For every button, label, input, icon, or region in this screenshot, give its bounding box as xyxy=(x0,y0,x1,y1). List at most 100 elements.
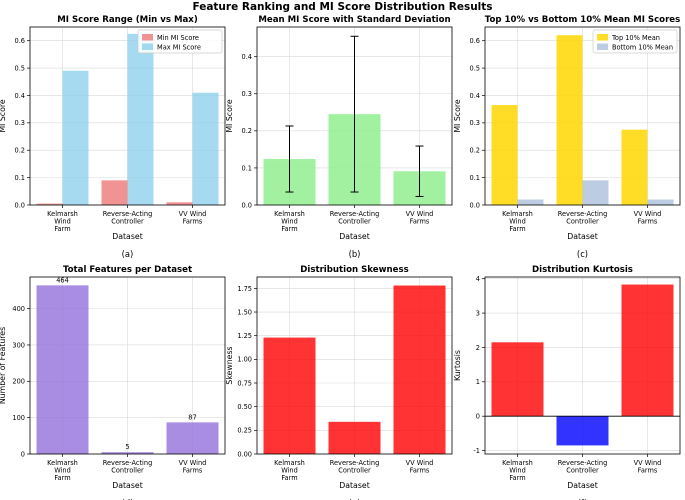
x-tick-label: Kelmarsh Wind Farm xyxy=(502,210,533,233)
legend-swatch xyxy=(142,34,153,41)
x-tick-label: Reverse-Acting Controller xyxy=(330,210,380,226)
chart-panel-b: Mean MI Score with Standard Deviation 0.0… xyxy=(225,15,453,259)
y-axis-label: Skewness xyxy=(225,346,234,384)
chart-title: MI Score Range (Min vs Max) xyxy=(57,15,198,25)
x-axis-label: Dataset xyxy=(339,232,370,241)
x-tick-label: Kelmarsh Wind Farm xyxy=(502,459,533,482)
legend-box xyxy=(592,29,678,54)
panel-label: (d) xyxy=(122,498,134,500)
legend-swatch xyxy=(597,43,608,50)
y-tick-label: 0.4 xyxy=(242,53,253,61)
bar-c-1-1 xyxy=(582,180,609,205)
panel-label: (b) xyxy=(349,249,361,259)
y-tick-label: 0 xyxy=(21,450,25,458)
y-tick-label: 200 xyxy=(12,378,25,386)
bar-c-0-0 xyxy=(491,105,518,205)
bar-c-1-2 xyxy=(647,199,674,205)
bar-e-0-2 xyxy=(393,285,446,454)
y-axis-label: MI Score xyxy=(225,99,234,133)
legend: Min MI Score Max MI Score xyxy=(137,29,223,54)
y-tick-label: 0.4 xyxy=(15,92,26,100)
y-tick-label: 0.2 xyxy=(470,147,481,155)
bar-d-0-0 xyxy=(36,285,89,454)
y-tick-label: 300 xyxy=(12,341,25,349)
y-tick-label: 0.5 xyxy=(470,64,481,72)
bar-a-0-1 xyxy=(101,180,128,205)
y-tick-label: 0.75 xyxy=(237,379,252,387)
bar-c-1-0 xyxy=(517,199,544,205)
y-tick-label: 1.25 xyxy=(237,332,252,340)
x-tick-label: VV Wind Farms xyxy=(406,459,434,475)
x-tick-label: Reverse-Acting Controller xyxy=(103,459,153,475)
y-tick-label: 0.25 xyxy=(237,427,252,435)
y-tick-label: 400 xyxy=(12,305,25,313)
bar-e-0-1 xyxy=(328,421,381,454)
panel-label: (e) xyxy=(349,498,361,500)
y-tick-label: 0.6 xyxy=(470,37,481,45)
y-tick-label: 0.3 xyxy=(15,119,26,127)
y-tick-label: 0.3 xyxy=(470,119,481,127)
y-tick-label: 4 xyxy=(476,275,480,283)
legend: Top 10% Mean Bottom 10% Mean xyxy=(592,29,678,54)
bar-a-1-1 xyxy=(127,33,154,205)
x-tick-label: VV Wind Farms xyxy=(634,210,662,226)
y-tick-label: 1.75 xyxy=(237,285,252,293)
y-tick-label: 0.1 xyxy=(15,174,26,182)
bar-d-0-1 xyxy=(101,452,154,454)
x-tick-label: VV Wind Farms xyxy=(406,210,434,226)
data-label: 464 xyxy=(56,276,69,284)
y-tick-label: 0.4 xyxy=(470,92,481,100)
x-tick-label: Reverse-Acting Controller xyxy=(558,459,608,475)
legend-entry: Max MI Score xyxy=(157,44,201,52)
y-tick-label: 0.1 xyxy=(242,164,253,172)
bar-c-0-2 xyxy=(621,129,648,205)
x-tick-label: Reverse-Acting Controller xyxy=(558,210,608,226)
bar-d-0-2 xyxy=(166,422,219,454)
x-tick-label: Reverse-Acting Controller xyxy=(103,210,153,226)
legend-swatch xyxy=(597,34,608,41)
y-tick-label: 0.2 xyxy=(15,147,26,155)
x-tick-label: Kelmarsh Wind Farm xyxy=(274,459,305,482)
x-tick-label: VV Wind Farms xyxy=(634,459,662,475)
legend-entry: Top 10% Mean xyxy=(611,34,660,42)
y-tick-label: 0.5 xyxy=(15,64,26,72)
y-tick-label: 100 xyxy=(12,414,25,422)
chart-title: Total Features per Dataset xyxy=(63,265,192,275)
y-axis-label: Kurtosis xyxy=(453,350,462,381)
y-tick-label: 0.50 xyxy=(237,403,252,411)
x-tick-label: VV Wind Farms xyxy=(179,459,207,475)
y-tick-label: 2 xyxy=(476,344,480,352)
y-tick-label: 0.6 xyxy=(15,37,26,45)
data-label: 87 xyxy=(188,413,196,421)
y-tick-label: 0.00 xyxy=(237,450,252,458)
y-tick-label: -1 xyxy=(473,447,480,455)
legend-box xyxy=(137,29,223,54)
y-tick-label: 0.0 xyxy=(470,201,481,209)
bar-a-1-2 xyxy=(192,92,219,205)
y-axis-label: MI Score xyxy=(0,99,7,133)
figure-title: Feature Ranking and MI Score Distributio… xyxy=(192,1,492,13)
y-tick-label: 3 xyxy=(476,309,480,317)
y-tick-label: 1.00 xyxy=(237,356,252,364)
legend-swatch xyxy=(142,43,153,50)
chart-panel-e: Distribution Skewness 0.00 0.25 0.50 0.75 1.0… xyxy=(225,265,453,500)
y-tick-label: 0 xyxy=(476,413,480,421)
y-tick-label: 0.1 xyxy=(470,174,481,182)
x-axis-label: Dataset xyxy=(112,481,143,490)
chart-title: Mean MI Score with Standard Deviation xyxy=(258,15,450,25)
x-axis-label: Dataset xyxy=(339,481,370,490)
x-tick-label: Kelmarsh Wind Farm xyxy=(274,210,305,233)
y-tick-label: 1.50 xyxy=(237,308,252,316)
bar-a-0-2 xyxy=(166,202,193,205)
y-tick-label: 0.2 xyxy=(242,127,253,135)
bar-e-0-0 xyxy=(263,337,316,454)
chart-title: Top 10% vs Bottom 10% Mean MI Scores xyxy=(485,15,681,25)
panel-label: (a) xyxy=(122,249,134,259)
legend-entry: Bottom 10% Mean xyxy=(612,44,673,52)
x-axis-label: Dataset xyxy=(567,481,598,490)
y-tick-label: 0.0 xyxy=(15,201,26,209)
bar-f-0-1 xyxy=(556,416,609,446)
x-axis-label: Dataset xyxy=(567,232,598,241)
y-tick-label: 0.0 xyxy=(242,201,253,209)
